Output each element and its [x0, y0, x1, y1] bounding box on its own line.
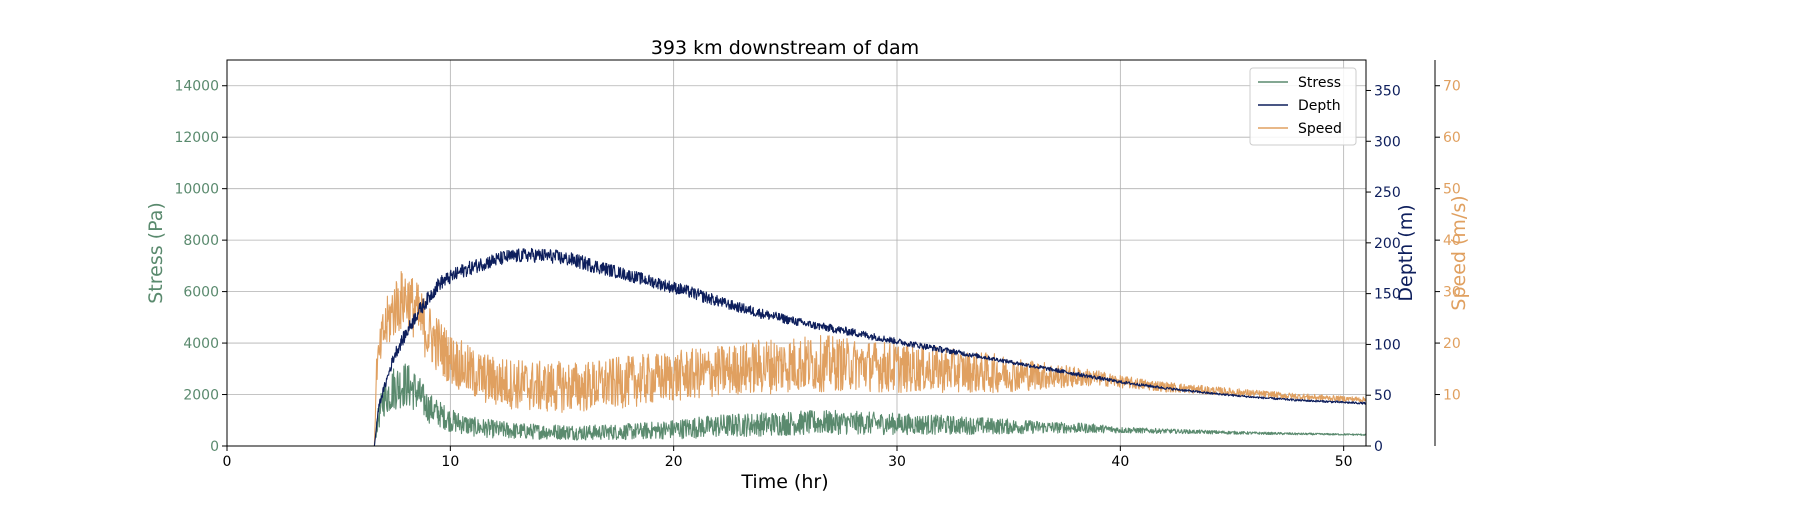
speed-tick-label: 60: [1443, 130, 1461, 146]
x-axis-label: Time (hr): [740, 471, 828, 493]
x-tick-label: 0: [223, 454, 232, 470]
legend: Stress Depth Speed: [1249, 67, 1357, 146]
legend-label: Depth: [1298, 98, 1341, 114]
depth-tick-label: 300: [1374, 134, 1401, 150]
series-layer: [226, 247, 1367, 447]
frame-layer: [226, 59, 1367, 447]
stress-tick-label: 14000: [174, 79, 219, 95]
depth-tick-label: 150: [1374, 287, 1401, 303]
axis-layer: 0 10 20 30 40 5002000400060008000100001200014…: [174, 60, 1461, 470]
stress-tick-label: 4000: [183, 336, 219, 352]
series-line-stress: [226, 363, 1366, 447]
x-tick-label: 40: [1111, 454, 1129, 470]
speed-axis-label: Speed (m/s): [1448, 195, 1470, 310]
stress-tick-label: 10000: [174, 182, 219, 198]
depth-tick-label: 250: [1374, 185, 1401, 201]
series-line-speed: [226, 271, 1367, 447]
depth-tick-label: 200: [1374, 236, 1401, 252]
x-tick-label: 30: [888, 454, 906, 470]
speed-tick-label: 40: [1443, 233, 1461, 249]
x-tick-label: 50: [1335, 454, 1353, 470]
speed-tick-label: 10: [1443, 388, 1461, 404]
legend-box: [1249, 67, 1357, 146]
legend-label: Stress: [1298, 75, 1341, 91]
plot-frame: [226, 59, 1367, 447]
x-tick-label: 20: [665, 454, 683, 470]
depth-tick-label: 100: [1374, 337, 1401, 353]
depth-tick-label: 50: [1374, 388, 1392, 404]
speed-tick-label: 70: [1443, 79, 1461, 95]
stress-tick-label: 8000: [183, 233, 219, 249]
chart-title: 393 km downstream of dam: [651, 37, 919, 59]
stress-axis-label: Stress (Pa): [145, 202, 167, 304]
speed-tick-label: 20: [1443, 336, 1461, 352]
speed-tick-label: 30: [1443, 285, 1461, 301]
series-line-depth: [226, 247, 1367, 447]
depth-tick-label: 350: [1374, 83, 1401, 99]
stress-tick-label: 12000: [174, 130, 219, 146]
x-tick-label: 10: [441, 454, 459, 470]
stress-tick-label: 6000: [183, 285, 219, 301]
stress-tick-label: 2000: [183, 388, 219, 404]
depth-axis-label: Depth (m): [1395, 204, 1417, 301]
speed-tick-label: 50: [1443, 182, 1461, 198]
legend-label: Speed: [1298, 121, 1342, 137]
stress-tick-label: 0: [210, 439, 219, 455]
depth-tick-label: 0: [1374, 439, 1383, 455]
